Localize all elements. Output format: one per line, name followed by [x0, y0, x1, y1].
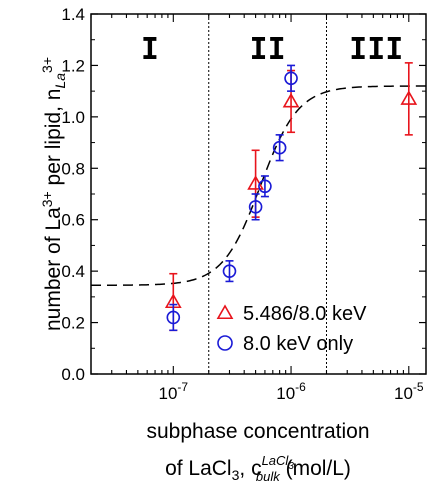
region-label-3: III [349, 32, 403, 67]
legend-triangle-marker [216, 304, 234, 320]
y-axis-label: number of La3+ per lipid, nLa3+ [39, 57, 68, 331]
circle-marker [272, 140, 287, 155]
legend-label: 8.0 keV only [243, 333, 353, 355]
circle-marker [258, 179, 272, 194]
region-label-2: II [250, 32, 286, 67]
data-point-2-4 [258, 175, 272, 198]
data-point-2-6 [284, 64, 298, 92]
circle-marker [284, 71, 298, 86]
x-tick-label: 10-6 [276, 380, 306, 403]
x-axis-label-line1: subphase concentration [147, 420, 370, 443]
legend-circle-marker [217, 335, 233, 351]
legend-label: 5.486/8.0 keV [243, 303, 367, 325]
data-point-2-1 [166, 303, 181, 332]
y-tick-label: 1.4 [61, 5, 85, 24]
y-tick-label: 0.6 [61, 211, 85, 230]
legend-item-1: 5.486/8.0 keV [216, 303, 367, 325]
data-point-2-2 [222, 260, 237, 283]
triangle-marker [282, 92, 300, 108]
y-tick-label: 1.0 [61, 108, 85, 127]
fit-curve [91, 85, 426, 287]
y-tick-label: 0.0 [61, 365, 85, 384]
y-tick-label: 0.2 [61, 314, 85, 333]
y-tick-label: 0.8 [61, 159, 85, 178]
circle-marker [248, 200, 263, 214]
x-tick-label: 10-7 [159, 380, 189, 403]
y-tick-label: 1.2 [61, 56, 85, 75]
data-point-2-3 [248, 193, 263, 221]
data-point-2-5 [272, 134, 287, 162]
circle-marker [222, 264, 237, 278]
triangle-marker [400, 90, 418, 105]
region-label-1: I [141, 32, 159, 67]
y-tick-label: 0.4 [61, 262, 85, 281]
x-tick-label: 10-5 [394, 380, 424, 403]
x-axis-label-line2: of LaCl3, cLaCl3 bulk (mol/L) [165, 453, 351, 484]
circle-marker [166, 310, 181, 325]
legend-item-2: 8.0 keV only [217, 333, 353, 355]
data-point-1-4 [400, 62, 418, 136]
